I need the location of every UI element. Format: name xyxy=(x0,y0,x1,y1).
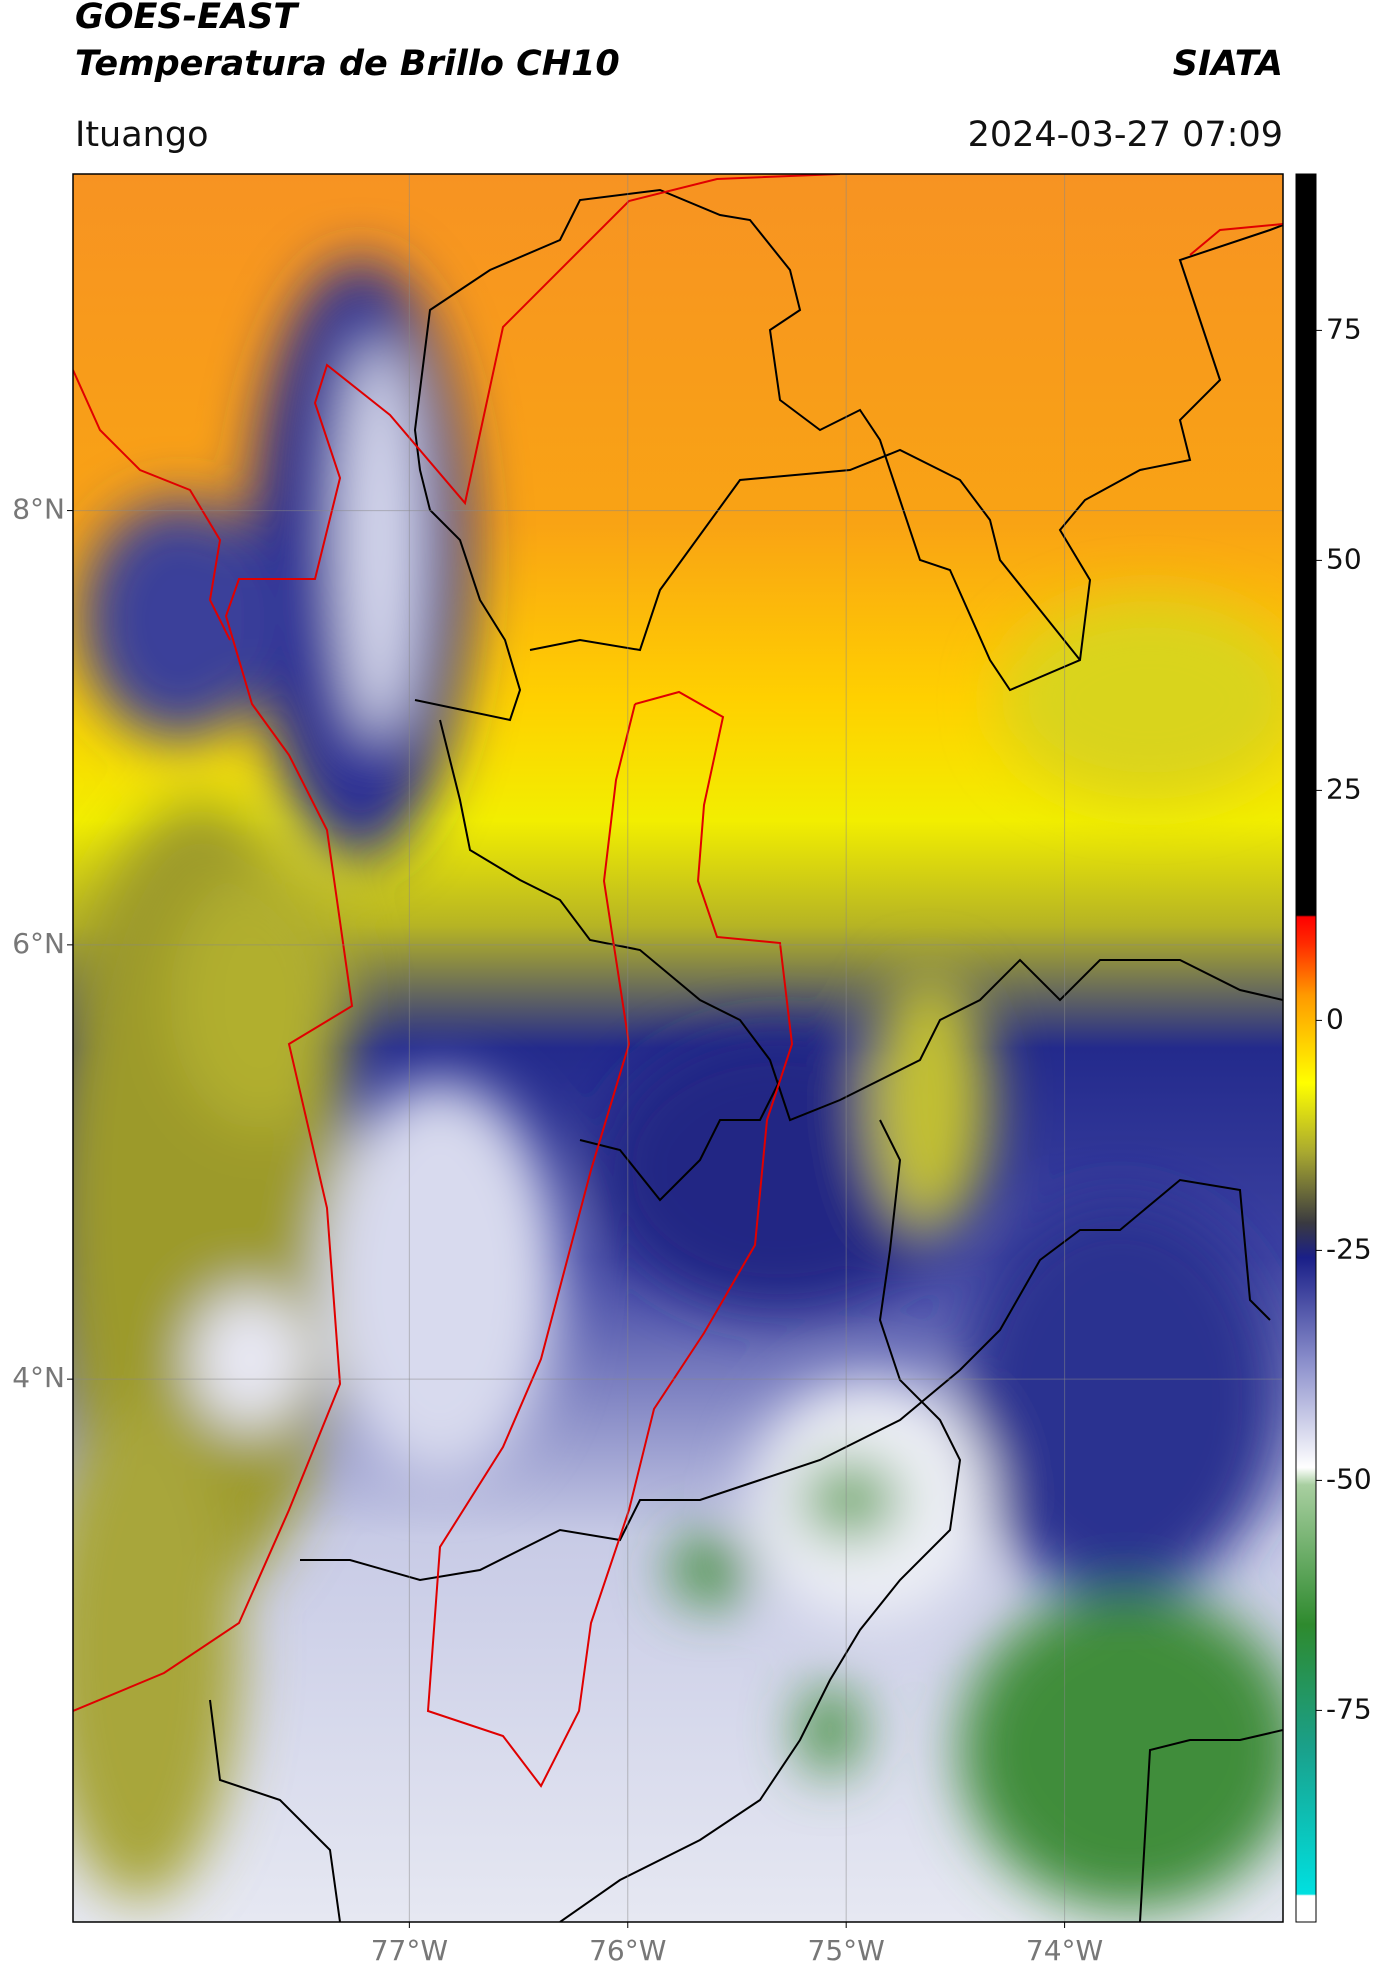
lat-label: 6°N xyxy=(12,927,65,960)
colorbar xyxy=(1295,173,1317,1923)
lon-label: 74°W xyxy=(1026,1934,1103,1967)
timestamp: 2024-03-27 07:09 xyxy=(968,115,1283,155)
colorbar-tick-label: 0 xyxy=(1326,1002,1344,1035)
colorbar-tick-label: -25 xyxy=(1326,1232,1372,1265)
colorbar-tick-label: 50 xyxy=(1326,542,1362,575)
colorbar-tick-label: 75 xyxy=(1326,312,1362,345)
graticule xyxy=(73,174,1283,1922)
lon-label: 75°W xyxy=(808,1934,885,1967)
colorbar-tick-label: 25 xyxy=(1326,772,1362,805)
location: Ituango xyxy=(75,115,209,155)
subtitle: Temperatura de Brillo CH10 xyxy=(75,44,620,84)
map-image xyxy=(73,174,1283,1922)
map-frame xyxy=(72,173,1284,1923)
lat-label: 4°N xyxy=(12,1361,65,1394)
colorbar-tick-label: -75 xyxy=(1326,1692,1372,1725)
title: GOES-EAST xyxy=(75,0,300,37)
lon-label: 77°W xyxy=(371,1934,448,1967)
lon-label: 76°W xyxy=(589,1934,666,1967)
colorbar-tick-label: -50 xyxy=(1326,1462,1372,1495)
brand: SIATA xyxy=(1173,44,1283,84)
lat-label: 8°N xyxy=(12,493,65,526)
